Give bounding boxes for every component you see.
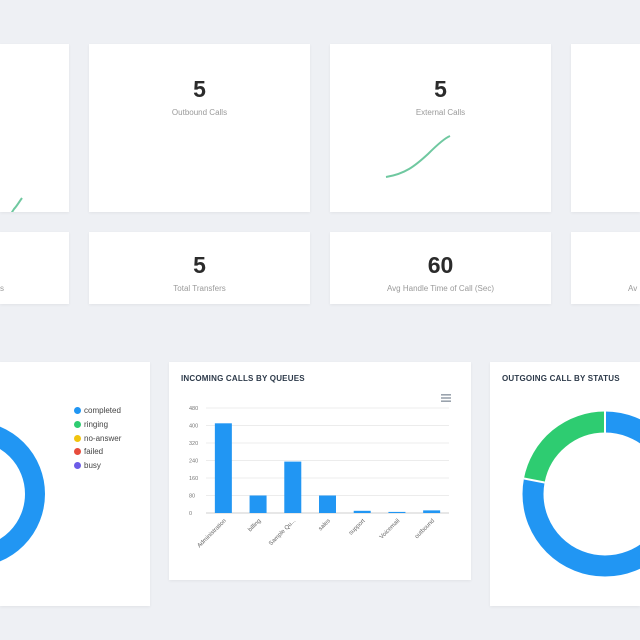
kpi-card-bottom-4: Av <box>571 232 640 304</box>
legend-dot-icon <box>74 462 81 470</box>
slice-separator <box>523 477 545 484</box>
y-tick-label: 160 <box>189 476 198 482</box>
status-donut-chart <box>0 426 45 562</box>
kpi-value: 60 <box>427 252 454 278</box>
kpi-card-external-calls: 5 External Calls <box>330 44 551 212</box>
legend-dot-icon <box>74 448 81 456</box>
legend-dot-icon <box>74 421 81 429</box>
bar-0[interactable] <box>214 423 232 513</box>
legend-item-completed[interactable]: completed <box>74 404 121 418</box>
panel-title: OUTGOING CALL BY STATUS <box>502 374 620 383</box>
x-tick-label: Administration <box>197 518 228 549</box>
y-tick-label: 0 <box>189 511 192 517</box>
kpi-label: s <box>0 284 4 293</box>
kpi-label: Avg Handle Time of Call (Sec) <box>386 284 494 293</box>
incoming-status-panel <box>0 362 150 606</box>
x-tick-label: Voicemail <box>379 518 401 540</box>
legend-item-busy[interactable]: busy <box>74 459 121 473</box>
outgoing-status-panel: OUTGOING CALL BY STATUS <box>490 362 640 606</box>
x-tick-label: sales <box>318 518 332 532</box>
legend-label: completed <box>84 406 121 416</box>
kpi-label: External Calls <box>415 108 466 117</box>
legend-dot-icon <box>74 407 81 415</box>
bar-3[interactable] <box>319 495 336 514</box>
queues-bar-chart: 480 400 320 240 160 80 0 Administration billing S… <box>189 406 449 549</box>
kpi-value: 5 <box>193 76 206 102</box>
kpi-card-total-transfers: 5 Total Transfers <box>89 232 310 304</box>
legend-label: ringing <box>84 420 109 430</box>
kpi-label: Av <box>628 284 638 293</box>
legend-label: failed <box>84 447 104 457</box>
kpi-card-top-1 <box>0 44 69 212</box>
x-tick-label: Sample Qu... <box>268 518 297 547</box>
bar-4[interactable] <box>353 510 371 513</box>
hamburger-menu-icon[interactable] <box>441 394 451 402</box>
kpi-card-bottom-1: s <box>0 232 69 304</box>
x-tick-label: billing <box>247 518 262 533</box>
kpi-card-outbound-calls: 5 Outbound Calls <box>89 44 310 212</box>
legend-item-no-answer[interactable]: no-answer <box>74 431 121 445</box>
bar-1[interactable] <box>249 495 267 514</box>
legend-label: no-answer <box>84 433 122 443</box>
y-tick-label: 480 <box>189 406 198 412</box>
y-tick-label: 400 <box>189 424 198 430</box>
kpi-value: 5 <box>193 252 206 278</box>
legend-dot-icon <box>74 434 81 442</box>
kpi-value: 5 <box>434 76 447 102</box>
y-tick-label: 240 <box>189 459 198 465</box>
trend-sparkline <box>385 135 451 178</box>
incoming-queues-panel: INCOMING CALLS BY QUEUES 480 400 320 240 160… <box>169 362 471 580</box>
x-tick-label: support <box>348 518 367 537</box>
outgoing-donut-chart <box>522 411 640 577</box>
kpi-card-avg-handle-time: 60 Avg Handle Time of Call (Sec) <box>330 232 551 304</box>
status-legend: completed ringing no-answer failed busy <box>74 404 121 472</box>
kpi-label: Total Transfers <box>173 284 226 293</box>
x-tick-label: outbound <box>414 518 436 540</box>
y-tick-label: 320 <box>189 441 198 447</box>
y-tick-label: 80 <box>189 494 195 500</box>
kpi-label: Outbound Calls <box>171 108 228 117</box>
bar-2[interactable] <box>284 461 302 513</box>
bar-5[interactable] <box>388 511 406 513</box>
legend-label: busy <box>84 461 101 471</box>
kpi-card-top-4 <box>571 44 640 212</box>
bar-6[interactable] <box>423 510 441 513</box>
legend-item-failed[interactable]: failed <box>74 445 121 459</box>
legend-item-ringing[interactable]: ringing <box>74 418 121 432</box>
trend-sparkline <box>10 197 23 212</box>
donut-slice-completed <box>0 426 45 562</box>
panel-title: INCOMING CALLS BY QUEUES <box>181 374 305 383</box>
